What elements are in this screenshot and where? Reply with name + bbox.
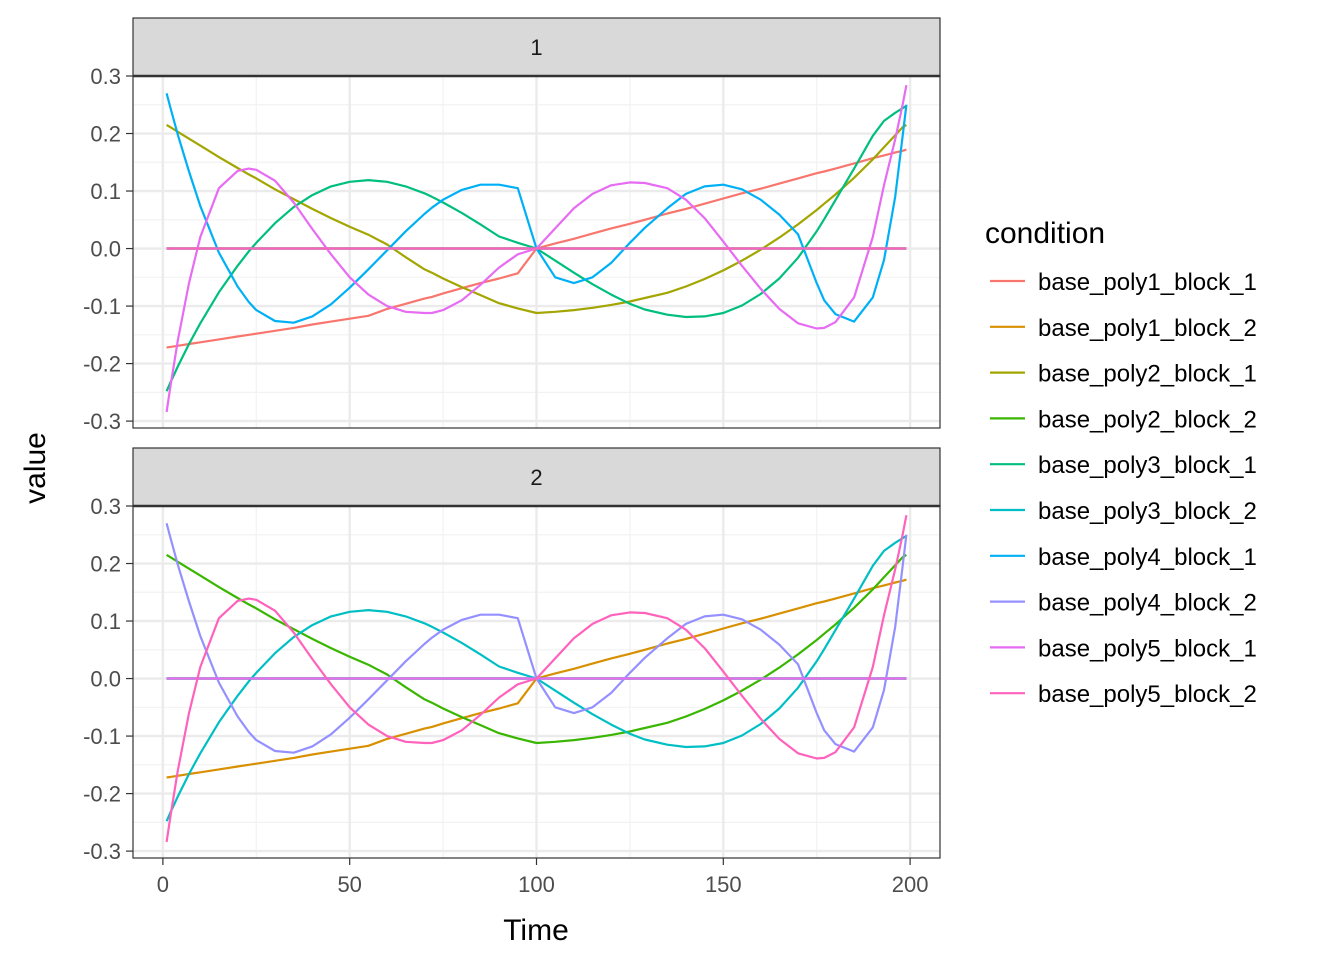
legend: condition base_poly1_block_1base_poly1_b… bbox=[985, 217, 1257, 708]
legend-label: base_poly1_block_1 bbox=[1038, 269, 1257, 296]
series-line-base_poly5_block_1 bbox=[165, 84, 908, 413]
legend-entry: base_poly2_block_1 bbox=[990, 361, 1257, 388]
y-tick-label: 0.2 bbox=[90, 122, 121, 147]
y-axis-title: value bbox=[19, 432, 52, 504]
x-axis-title: Time bbox=[503, 914, 569, 947]
y-tick-label: -0.2 bbox=[83, 352, 121, 377]
y-tick-label: 0.0 bbox=[90, 667, 121, 692]
legend-entry: base_poly5_block_2 bbox=[990, 681, 1257, 708]
y-tick-label: 0.0 bbox=[90, 237, 121, 262]
legend-label: base_poly2_block_1 bbox=[1038, 361, 1257, 388]
legend-entry: base_poly2_block_2 bbox=[990, 406, 1257, 433]
legend-entry: base_poly4_block_1 bbox=[990, 544, 1257, 571]
legend-label: base_poly5_block_1 bbox=[1038, 635, 1257, 662]
legend-title: condition bbox=[985, 217, 1105, 250]
facet-strip bbox=[132, 17, 941, 77]
y-tick-label: 0.3 bbox=[90, 64, 121, 89]
x-tick-label: 100 bbox=[518, 872, 555, 897]
legend-entries: base_poly1_block_1 base_poly1_block_2base… bbox=[990, 269, 1257, 708]
legend-entry: base_poly5_block_1 bbox=[990, 635, 1257, 662]
legend-label: base_poly3_block_2 bbox=[1038, 498, 1257, 525]
legend-label: base_poly4_block_2 bbox=[1038, 590, 1257, 617]
y-tick-label: 0.1 bbox=[90, 609, 121, 634]
legend-entry: base_poly1_block_2 bbox=[990, 315, 1257, 342]
x-tick-label: 0 bbox=[157, 872, 169, 897]
series-line-base_poly3_block_1 bbox=[165, 104, 907, 392]
facet-panels: 1 0.3 0.2 0.1 0.0 -0.1 -0.2 -0.3 2 0.3 0.2 0.1 0.0 -0… bbox=[83, 17, 941, 864]
x-tick-label: 200 bbox=[892, 872, 929, 897]
legend-label: base_poly5_block_2 bbox=[1038, 681, 1257, 708]
series-line-base_poly4_block_2 bbox=[165, 523, 908, 754]
y-tick-label: -0.3 bbox=[83, 839, 121, 864]
legend-label: base_poly4_block_1 bbox=[1038, 544, 1257, 571]
facet-strip-label: 2 bbox=[530, 465, 542, 490]
legend-label: base_poly1_block_2 bbox=[1038, 315, 1257, 342]
facet-panel-2: 2 0.3 0.2 0.1 0.0 -0.1 -0.2 -0.3 bbox=[83, 447, 941, 864]
legend-entry: base_poly3_block_2 bbox=[990, 498, 1257, 525]
x-tick-label: 150 bbox=[705, 872, 742, 897]
legend-entry: base_poly4_block_2 bbox=[990, 590, 1257, 617]
legend-entry: base_poly1_block_1 bbox=[990, 269, 1257, 296]
series-line-base_poly2_block_2 bbox=[166, 553, 907, 745]
series-line-base_poly1_block_1 bbox=[166, 148, 907, 349]
series-line-base_poly2_block_1 bbox=[166, 123, 907, 315]
facet-strip bbox=[132, 447, 941, 507]
legend-entry: base_poly3_block_1 bbox=[990, 452, 1257, 479]
series-line-base_poly3_block_2 bbox=[165, 534, 907, 822]
y-tick-label: 0.3 bbox=[90, 494, 121, 519]
y-tick-label: -0.1 bbox=[83, 724, 121, 749]
facet-panel-1: 1 0.3 0.2 0.1 0.0 -0.1 -0.2 -0.3 bbox=[83, 17, 941, 434]
x-tick-label: 50 bbox=[337, 872, 361, 897]
y-tick-label: -0.2 bbox=[83, 782, 121, 807]
series-line-base_poly1_block_2 bbox=[166, 578, 907, 779]
facet-strip-label: 1 bbox=[530, 35, 542, 60]
legend-label: base_poly3_block_1 bbox=[1038, 452, 1257, 479]
y-tick-label: 0.2 bbox=[90, 552, 121, 577]
y-tick-label: -0.1 bbox=[83, 294, 121, 319]
series-line-base_poly5_block_2 bbox=[165, 514, 908, 843]
series-line-base_poly4_block_1 bbox=[165, 93, 908, 324]
x-axis: 0 50 100 150 200 bbox=[157, 858, 929, 897]
legend-label: base_poly2_block_2 bbox=[1038, 406, 1257, 433]
y-tick-label: 0.1 bbox=[90, 179, 121, 204]
y-tick-label: -0.3 bbox=[83, 409, 121, 434]
